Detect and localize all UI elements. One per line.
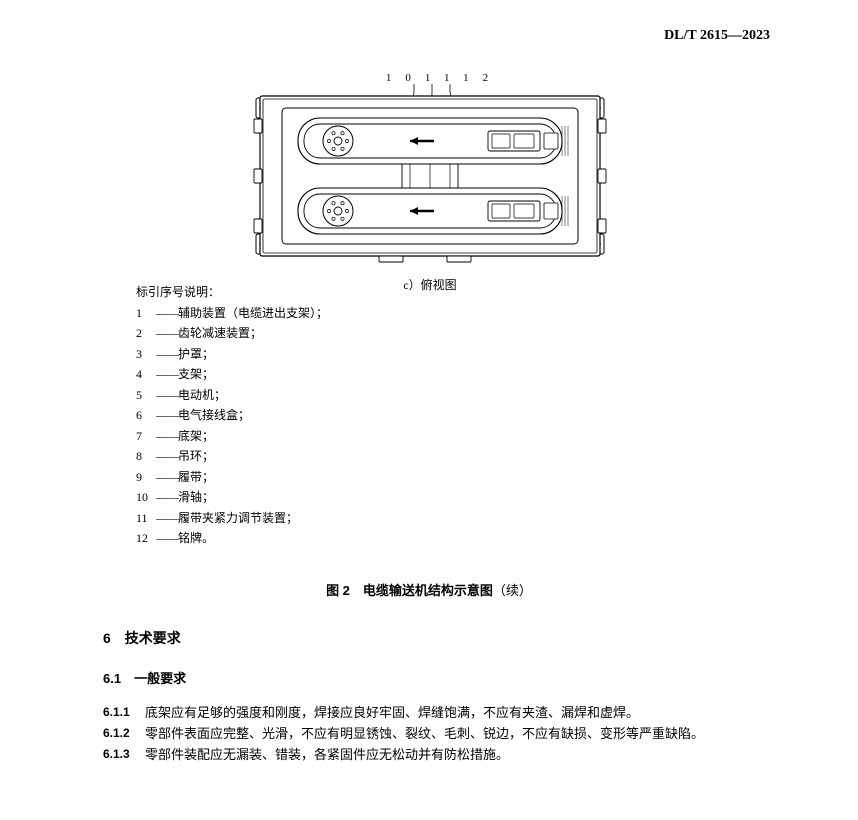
legend-dash: ——	[154, 408, 178, 422]
figure-caption: 图 2 电缆输送机结构示意图（续）	[0, 580, 858, 599]
figure-caption-cont: （续）	[493, 583, 532, 598]
legend-item-num: 11	[136, 508, 154, 529]
legend-item-text: 铭牌。	[178, 531, 214, 545]
figure-container: 101112 c）俯视图	[252, 72, 608, 293]
legend-item-num: 6	[136, 405, 154, 426]
section-6-1-heading: 6.1 一般要求	[103, 668, 186, 687]
legend-dash: ——	[154, 306, 178, 320]
legend-item-num: 10	[136, 487, 154, 508]
figure-caption-main: 图 2 电缆输送机结构示意图	[326, 583, 493, 598]
legend-item-num: 2	[136, 323, 154, 344]
legend-item-num: 9	[136, 467, 154, 488]
legend-item: 8 ——吊环；	[136, 446, 328, 467]
clause-num: 6.1.3	[103, 744, 145, 765]
legend-item: 6 ——电气接线盒；	[136, 405, 328, 426]
legend-item: 5 ——电动机；	[136, 385, 328, 406]
legend-dash: ——	[154, 511, 178, 525]
legend-item-num: 3	[136, 344, 154, 365]
legend-dash: ——	[154, 326, 178, 340]
legend-item: 1 ——辅助装置（电缆进出支架）；	[136, 303, 328, 324]
legend-item-num: 8	[136, 446, 154, 467]
callout-row: 101112	[252, 72, 608, 84]
doc-id: DL/T 2615—2023	[664, 28, 770, 44]
clause-text: 零部件表面应完整、光滑，不应有明显锈蚀、裂纹、毛刺、锐边，不应有缺损、变形等严重…	[145, 723, 770, 744]
legend-item-text: 支架；	[178, 367, 214, 381]
clause-row: 6.1.3零部件装配应无漏装、错装，各紧固件应无松动并有防松措施。	[103, 744, 770, 765]
legend-item: 2 ——齿轮减速装置；	[136, 323, 328, 344]
legend-dash: ——	[154, 347, 178, 361]
legend-dash: ——	[154, 449, 178, 463]
legend-item-text: 辅助装置（电缆进出支架）；	[178, 306, 328, 320]
clause-num: 6.1.2	[103, 723, 145, 744]
clause-row: 6.1.1底架应有足够的强度和刚度，焊接应良好牢固、焊缝饱满，不应有夹渣、漏焊和…	[103, 702, 770, 723]
legend-item-text: 吊环；	[178, 449, 214, 463]
clause-text: 零部件装配应无漏装、错装，各紧固件应无松动并有防松措施。	[145, 744, 770, 765]
legend-dash: ——	[154, 531, 178, 545]
legend-item-num: 5	[136, 385, 154, 406]
legend-item-text: 电动机；	[178, 388, 226, 402]
clause-num: 6.1.1	[103, 702, 145, 723]
legend-dash: ——	[154, 429, 178, 443]
callout-10: 10	[386, 72, 425, 84]
legend-item: 12 ——铭牌。	[136, 528, 328, 549]
legend-item: 10 ——滑轴；	[136, 487, 328, 508]
top-view-diagram	[252, 84, 608, 270]
callout-11: 11	[425, 72, 463, 84]
legend-item-text: 履带夹紧力调节装置；	[178, 511, 298, 525]
legend-item-text: 履带；	[178, 470, 214, 484]
clause-row: 6.1.2零部件表面应完整、光滑，不应有明显锈蚀、裂纹、毛刺、锐边，不应有缺损、…	[103, 723, 770, 744]
legend-item-text: 齿轮减速装置；	[178, 326, 262, 340]
legend-item-num: 4	[136, 364, 154, 385]
legend-item: 4 ——支架；	[136, 364, 328, 385]
legend-dash: ——	[154, 367, 178, 381]
legend-dash: ——	[154, 388, 178, 402]
legend-item: 3 ——护罩；	[136, 344, 328, 365]
legend-item: 7 ——底架；	[136, 426, 328, 447]
legend-block: 标引序号说明： 1 ——辅助装置（电缆进出支架）；2 ——齿轮减速装置；3 ——…	[136, 282, 328, 549]
legend-item-num: 7	[136, 426, 154, 447]
legend-item-num: 1	[136, 303, 154, 324]
legend-dash: ——	[154, 470, 178, 484]
callout-12: 12	[463, 72, 502, 84]
legend-item-text: 滑轴；	[178, 490, 214, 504]
legend-item: 11 ——履带夹紧力调节装置；	[136, 508, 328, 529]
legend-title: 标引序号说明：	[136, 282, 328, 303]
legend-item-num: 12	[136, 528, 154, 549]
clauses-block: 6.1.1底架应有足够的强度和刚度，焊接应良好牢固、焊缝饱满，不应有夹渣、漏焊和…	[103, 702, 770, 765]
legend-dash: ——	[154, 490, 178, 504]
legend-item-text: 护罩；	[178, 347, 214, 361]
section-6-heading: 6 技术要求	[103, 628, 181, 648]
legend-item-text: 底架；	[178, 429, 214, 443]
legend-item-text: 电气接线盒；	[178, 408, 250, 422]
clause-text: 底架应有足够的强度和刚度，焊接应良好牢固、焊缝饱满，不应有夹渣、漏焊和虚焊。	[145, 702, 770, 723]
legend-item: 9 ——履带；	[136, 467, 328, 488]
